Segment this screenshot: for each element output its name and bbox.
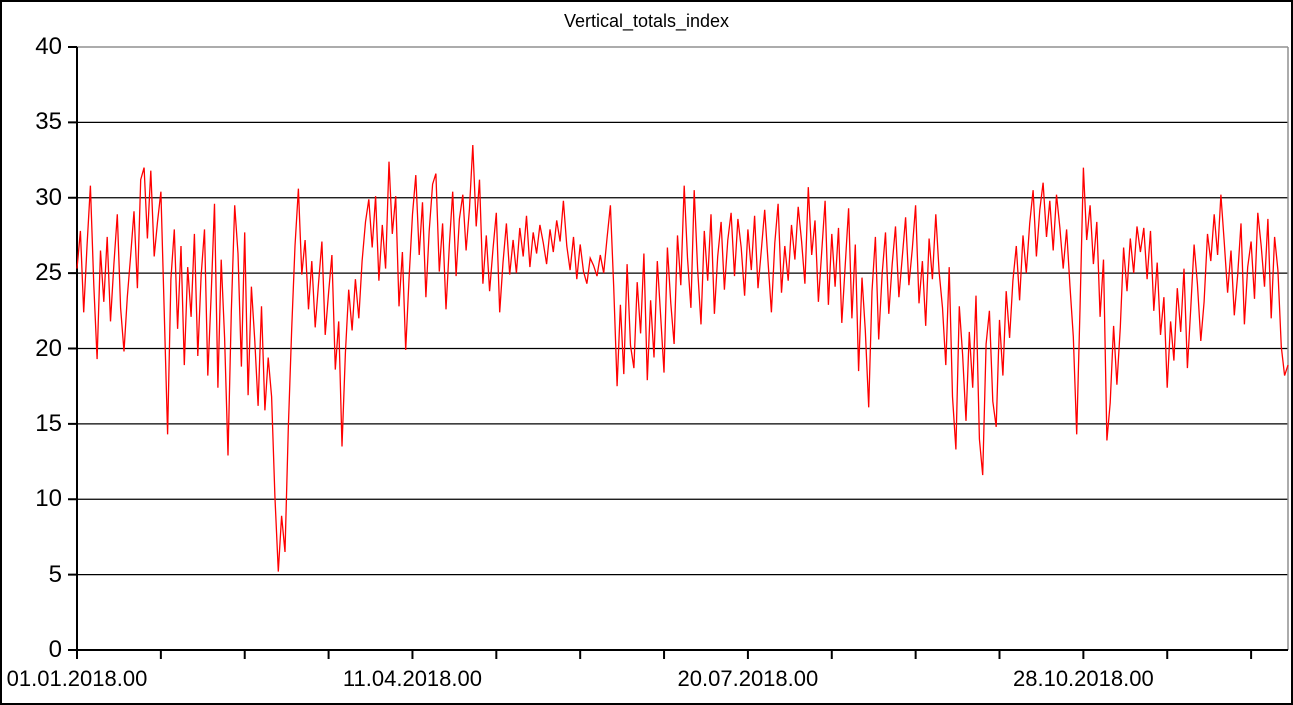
series-line [76, 144, 1289, 572]
x-tick-label: 11.04.2018.00 [342, 666, 482, 691]
x-tick-label: 01.01.2018.00 [6, 666, 148, 691]
x-tick-label: 28.10.2018.00 [1013, 666, 1154, 691]
y-tick-label: 25 [35, 259, 62, 287]
x-tick-label: 20.07.2018.00 [677, 666, 819, 691]
y-tick-label: 30 [35, 183, 62, 211]
y-tick-label: 0 [48, 636, 62, 663]
chart-title: Vertical_totals_index [563, 11, 730, 31]
y-tick-label: 20 [35, 334, 62, 362]
y-tick-label: 40 [35, 33, 62, 60]
y-tick-label: 5 [48, 560, 62, 588]
y-tick-label: 35 [35, 108, 62, 136]
y-tick-label: 15 [35, 409, 62, 437]
y-tick-label: 10 [35, 485, 62, 513]
